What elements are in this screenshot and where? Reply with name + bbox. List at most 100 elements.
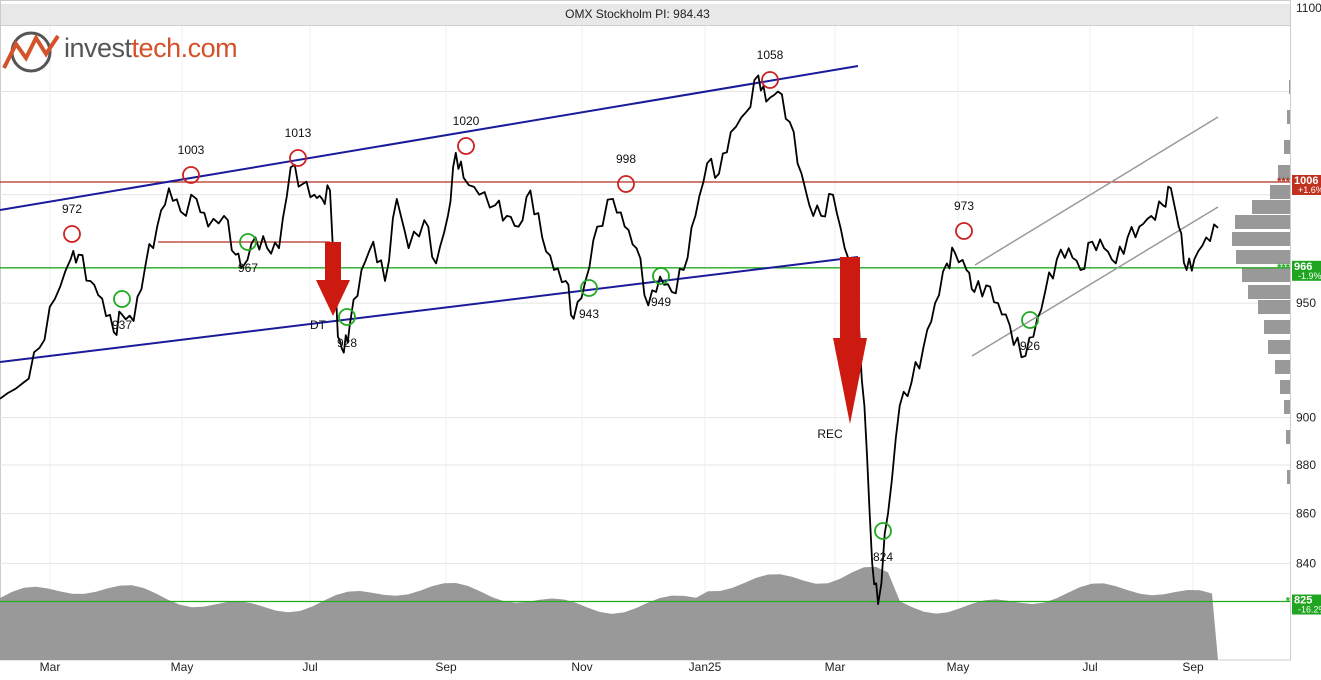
pattern-label: REC: [817, 427, 843, 441]
grid-lines: [0, 0, 1291, 661]
peak-circle: [955, 222, 973, 240]
peak-label: 973: [954, 199, 974, 213]
trough-circle: [580, 279, 598, 297]
dt-arrow-icon: [316, 242, 350, 316]
x-tick-label: Jan25: [689, 660, 722, 674]
histogram-bar: [1258, 300, 1290, 314]
level-badge: [1292, 175, 1321, 195]
pattern-arrows: [316, 242, 867, 424]
peak-circle: [63, 225, 81, 243]
histogram-bar: [1280, 380, 1290, 394]
x-tick-label: Mar: [40, 660, 61, 674]
trough-label: 967: [238, 261, 258, 275]
histogram-bar: [1287, 110, 1290, 124]
histogram-bar: [1248, 285, 1290, 299]
level-stars: ***: [1277, 262, 1291, 274]
peak-label: 972: [62, 202, 82, 216]
x-tick-label: Nov: [571, 660, 592, 674]
level-badge: [1292, 260, 1321, 281]
x-tick-label: Mar: [825, 660, 846, 674]
peak-label: 1003: [178, 143, 205, 157]
histogram-bar: [1232, 232, 1290, 246]
channel-upper-line: [0, 65, 859, 211]
x-tick-label: Sep: [1182, 660, 1204, 674]
channel-gray-lower-line: [971, 206, 1219, 357]
plot-frame: [0, 0, 1291, 661]
trough-label: 949: [651, 295, 671, 309]
trough-circle: [113, 290, 131, 308]
trough-label: 926: [1020, 339, 1040, 353]
trend-channels: [0, 65, 1219, 363]
level-stars: *: [1286, 596, 1291, 608]
y-tick-label: 880: [1296, 458, 1316, 472]
histogram-bar: [1252, 200, 1290, 214]
volume-area: [0, 566, 1218, 660]
trough-label: 928: [337, 336, 357, 350]
peak-circle: [182, 166, 200, 184]
extrema-markers: 972 1003 1013 1020 998 1058 973 937 967 928 943 949…: [62, 48, 1040, 564]
channel-lower-line: [0, 256, 859, 363]
logo-text: investtech.com: [64, 33, 238, 64]
histogram-bar: [1270, 185, 1290, 199]
y-tick-label: 840: [1296, 556, 1316, 570]
histogram-bar: [1284, 400, 1290, 414]
logo-text-invest: invest: [64, 33, 132, 63]
peak-label: 1058: [757, 48, 784, 62]
rec-arrow-icon: [833, 257, 867, 424]
histogram-bar: [1236, 250, 1290, 264]
logo-text-tech: tech.com: [131, 33, 238, 63]
level-value: 825: [1294, 595, 1312, 607]
trough-circle: [652, 267, 670, 285]
peak-circle: [457, 137, 475, 155]
level-change: -16.2%: [1298, 605, 1321, 615]
support-resistance-levels: ***1006+1.6%***966-1.9%*825-16.2%: [0, 175, 1321, 615]
peak-label: 1013: [285, 126, 312, 140]
price-series-line: [0, 74, 1219, 605]
trough-label: 937: [112, 318, 132, 332]
peak-circle: [617, 175, 635, 193]
channel-gray-upper-line: [974, 116, 1219, 266]
y-tick-label: 860: [1296, 507, 1316, 521]
x-tick-label: Jul: [1082, 660, 1097, 674]
level-value: 1006: [1294, 175, 1318, 187]
chart-title-bar: OMX Stockholm PI: 984.43: [0, 4, 1290, 26]
x-tick-label: May: [171, 660, 194, 674]
axes: 1100 950 900 880 860 840 Mar May Jul Sep Nov Jan25 M…: [40, 1, 1321, 674]
trough-circle: [338, 308, 356, 326]
peak-label: 998: [616, 152, 636, 166]
histogram-bar: [1278, 165, 1290, 179]
histogram-bar: [1242, 268, 1290, 282]
trough-circle: [1021, 311, 1039, 329]
trough-circle: [239, 233, 257, 251]
x-tick-label: May: [947, 660, 970, 674]
price-line: [0, 74, 1219, 605]
level-change: -1.9%: [1298, 271, 1321, 281]
peak-label: 1020: [453, 114, 480, 128]
y-tick-label: 1100: [1296, 1, 1321, 15]
level-badge: [1292, 594, 1321, 615]
histogram-bar: [1284, 140, 1290, 154]
x-tick-label: Jul: [302, 660, 317, 674]
y-tick-label: 900: [1296, 410, 1316, 424]
x-tick-label: Sep: [435, 660, 457, 674]
peak-circle: [289, 149, 307, 167]
histogram-bar: [1268, 340, 1290, 354]
peak-circle: [761, 71, 779, 89]
volume-shape: [0, 566, 1218, 660]
level-change: +1.6%: [1298, 185, 1321, 195]
level-value: 966: [1294, 261, 1312, 273]
chart-title: OMX Stockholm PI: 984.43: [565, 7, 710, 21]
histogram-bar: [1287, 470, 1290, 484]
histogram-bar: [1275, 360, 1290, 374]
trough-label: 824: [873, 550, 893, 564]
histogram-bar: [1264, 320, 1290, 334]
trough-label: 943: [579, 307, 599, 321]
volume-profile-histogram: [1232, 80, 1290, 484]
pattern-label: DT: [310, 318, 327, 332]
histogram-bar: [1235, 215, 1290, 229]
histogram-bar: [1289, 80, 1290, 94]
trough-circle: [874, 522, 892, 540]
logo-mark-icon: [2, 31, 60, 73]
y-tick-label: 950: [1296, 296, 1316, 310]
